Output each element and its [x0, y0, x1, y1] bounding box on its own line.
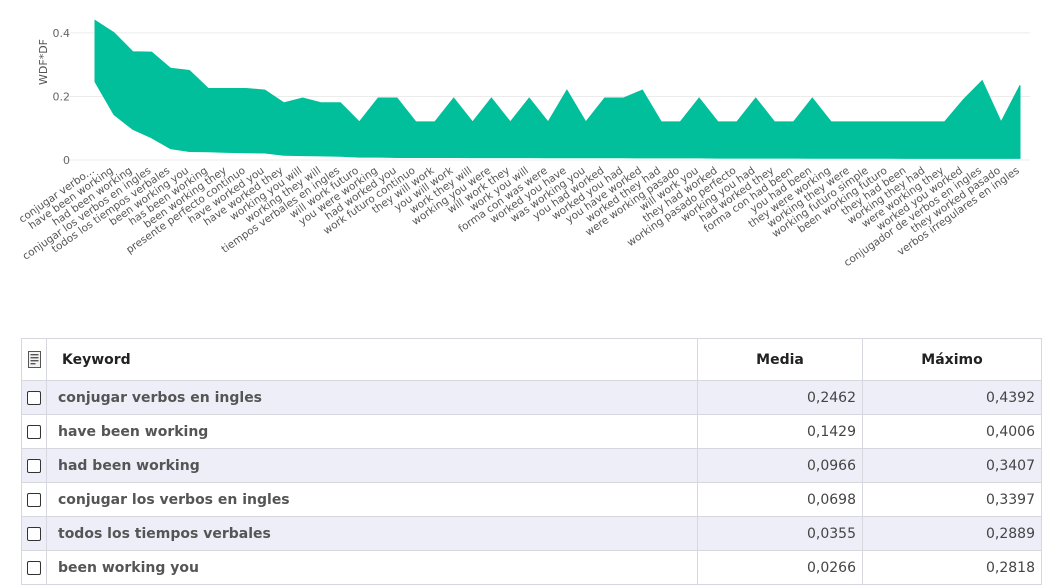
table-row: had been working 0,0966 0,3407	[21, 448, 1042, 483]
keyword-cell: conjugar los verbos en ingles	[46, 482, 698, 517]
maximo-column-header[interactable]: Máximo	[862, 338, 1042, 381]
maximo-cell: 0,4392	[862, 380, 1042, 415]
table-header-row: Keyword Media Máximo	[21, 338, 1042, 381]
maximo-cell: 0,3397	[862, 482, 1042, 517]
row-checkbox[interactable]	[27, 390, 41, 405]
maximo-cell: 0,2889	[862, 516, 1042, 551]
table-row: conjugar los verbos en ingles 0,0698 0,3…	[21, 482, 1042, 517]
row-checkbox[interactable]	[27, 492, 41, 507]
table-row: have been working 0,1429 0,4006	[21, 414, 1042, 449]
keyword-column-header[interactable]: Keyword	[46, 338, 698, 381]
maximo-cell: 0,4006	[862, 414, 1042, 449]
table-row: conjugar verbos en ingles 0,2462 0,4392	[21, 380, 1042, 415]
media-cell: 0,0355	[697, 516, 863, 551]
row-checkbox[interactable]	[27, 424, 41, 439]
media-cell: 0,0698	[697, 482, 863, 517]
y-axis-title: WDF*DF	[37, 39, 50, 85]
media-cell: 0,2462	[697, 380, 863, 415]
y-axis-ticks: 0 0.2 0.4	[53, 27, 71, 167]
keyword-table-container: Keyword Media Máximo conjugar verbos en …	[21, 338, 1042, 585]
chart-areas	[94, 19, 1021, 159]
table-row: been working you 0,0266 0,2818	[21, 550, 1042, 585]
keyword-cell: been working you	[46, 550, 698, 585]
media-cell: 0,0966	[697, 448, 863, 483]
keyword-cell: have been working	[46, 414, 698, 449]
row-checkbox[interactable]	[27, 526, 41, 541]
media-cell: 0,0266	[697, 550, 863, 585]
row-checkbox[interactable]	[27, 560, 41, 575]
export-column-header[interactable]	[21, 338, 47, 381]
maximo-cell: 0,2818	[862, 550, 1042, 585]
table-row: todos los tiempos verbales 0,0355 0,2889	[21, 516, 1042, 551]
keyword-cell: todos los tiempos verbales	[46, 516, 698, 551]
maximo-cell: 0,3407	[862, 448, 1042, 483]
media-column-header[interactable]: Media	[697, 338, 863, 381]
media-cell: 0,1429	[697, 414, 863, 449]
y-tick-label: 0.2	[53, 90, 71, 103]
row-checkbox[interactable]	[27, 458, 41, 473]
wdf-df-area-chart: 0 0.2 0.4 conjugar verbo...have been worki…	[17, 19, 1030, 269]
document-icon[interactable]	[27, 351, 41, 368]
y-tick-label: 0.4	[53, 27, 71, 40]
y-tick-label: 0	[63, 154, 70, 167]
keyword-cell: had been working	[46, 448, 698, 483]
keyword-table: Keyword Media Máximo conjugar verbos en …	[21, 338, 1042, 585]
keyword-cell: conjugar verbos en ingles	[46, 380, 698, 415]
range-area	[94, 19, 1021, 159]
